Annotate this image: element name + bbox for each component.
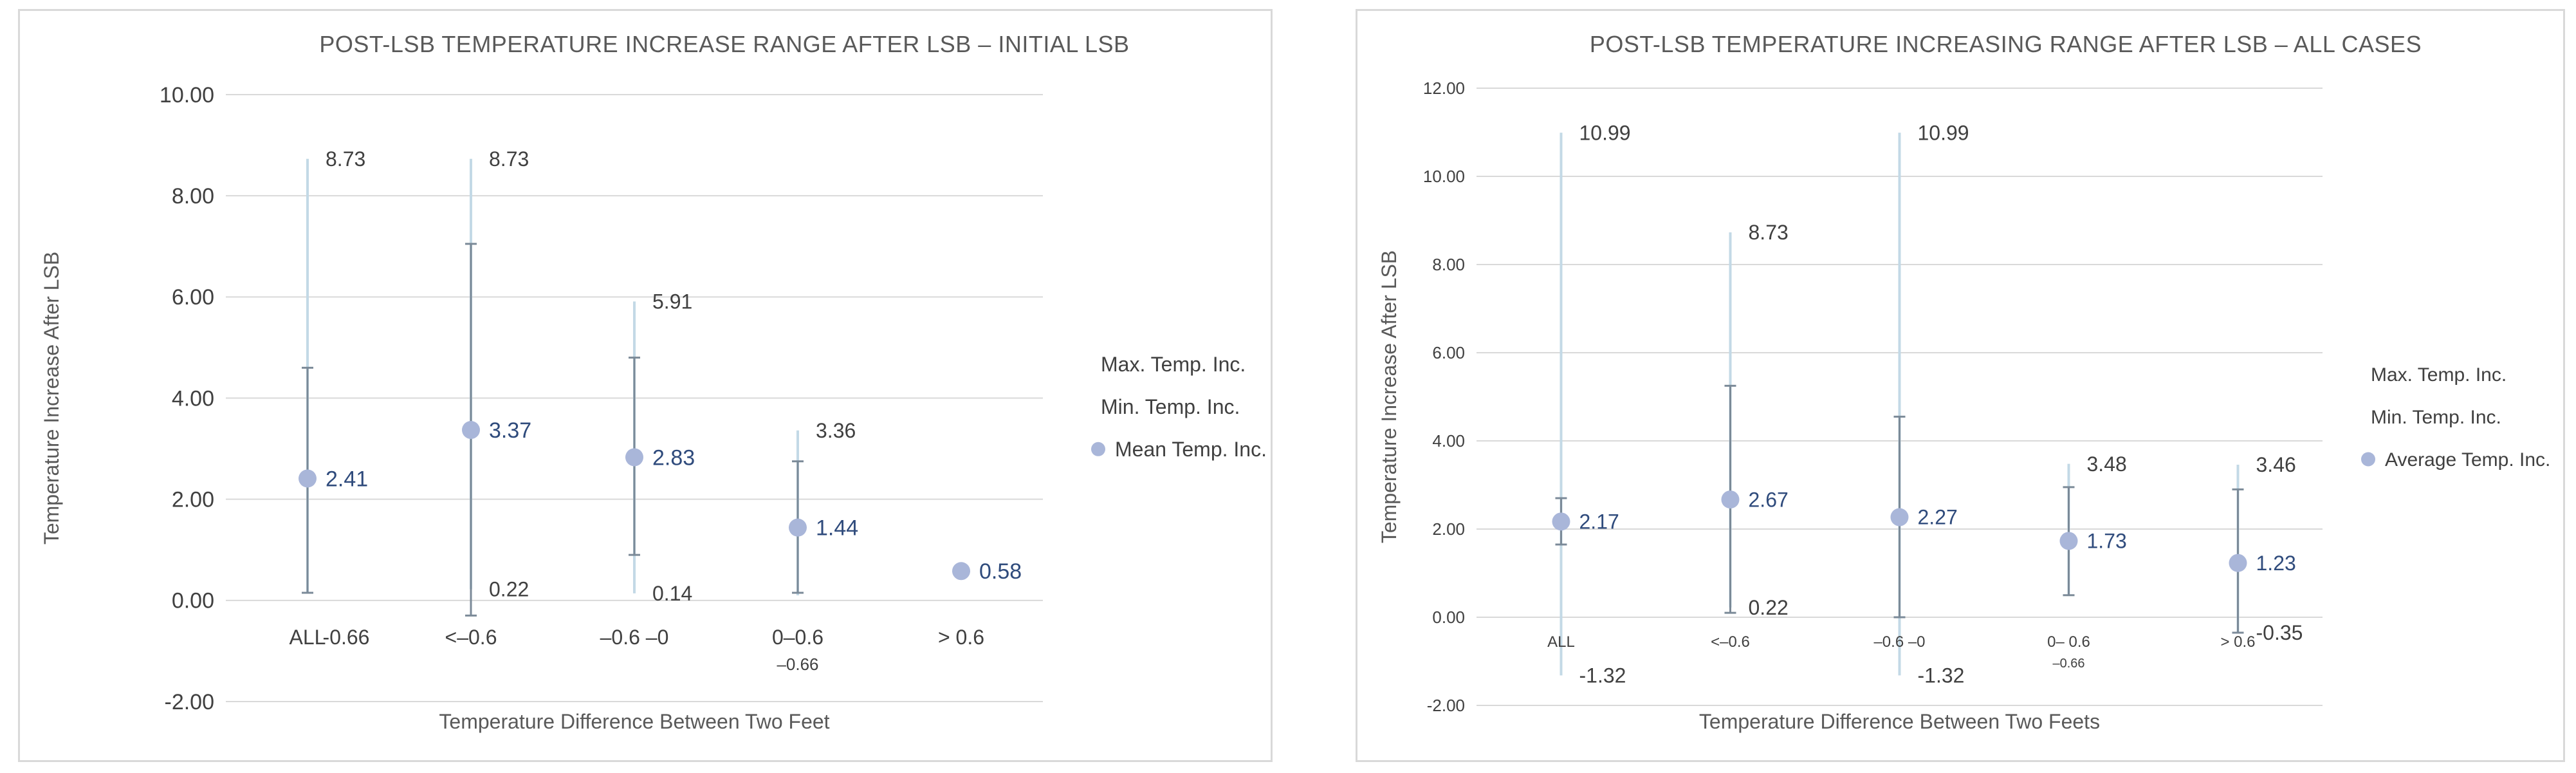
x-category-label: –0.6 –0 — [600, 626, 669, 649]
y-tick-label: 0.00 — [1432, 608, 1465, 627]
mean-point — [462, 421, 480, 440]
mean-point — [2229, 554, 2247, 572]
y-tick-label: 6.00 — [1432, 343, 1465, 362]
mean-point — [2059, 532, 2078, 550]
mean-label: 2.17 — [1579, 510, 1619, 534]
y-tick-label: 8.00 — [172, 184, 214, 209]
min-label: 0.22 — [1749, 596, 1789, 619]
max-label: 3.46 — [2256, 453, 2296, 476]
y-tick-label: 2.00 — [1432, 519, 1465, 539]
y-tick-label: 4.00 — [172, 386, 214, 411]
x-category-note: –0.66 — [2052, 657, 2084, 671]
y-tick-label: -2.00 — [1427, 696, 1465, 715]
mean-label: 1.44 — [816, 516, 858, 541]
y-tick-label: -2.00 — [165, 690, 215, 714]
chart-panel-initial-lsb: POST-LSB TEMPERATURE INCREASE RANGE AFTE… — [18, 9, 1273, 762]
chart-title: POST-LSB TEMPERATURE INCREASING RANGE AF… — [1590, 31, 2422, 57]
x-axis-title: Temperature Difference Between Two Feets — [1699, 710, 2100, 733]
mean-label: 3.37 — [489, 418, 531, 443]
legend-mean-marker — [2361, 452, 2375, 467]
mean-label: 1.23 — [2256, 552, 2296, 575]
chart-initial-lsb: POST-LSB TEMPERATURE INCREASE RANGE AFTE… — [40, 31, 1267, 733]
mean-label: 2.27 — [1918, 506, 1958, 529]
x-axis-title: Temperature Difference Between Two Feet — [439, 710, 829, 733]
max-label: 8.73 — [326, 147, 365, 171]
legend-max: Max. Temp. Inc. — [2371, 364, 2507, 386]
legend-mean: Average Temp. Inc. — [2385, 449, 2550, 470]
y-axis-title: Temperature Increase After LSB — [1377, 250, 1401, 543]
mean-point — [625, 448, 643, 467]
y-tick-label: 8.00 — [1432, 255, 1465, 274]
y-tick-label: 10.00 — [160, 83, 214, 107]
y-tick-label: 12.00 — [1423, 79, 1465, 98]
x-category-label: 0–0.6 — [772, 626, 823, 649]
mean-label: 1.73 — [2087, 530, 2127, 553]
mean-point — [952, 562, 970, 581]
x-category-label: ALL — [1547, 633, 1575, 651]
mean-label: 2.67 — [1749, 488, 1789, 511]
min-label: -0.35 — [2256, 621, 2303, 644]
mean-point — [1552, 512, 1570, 531]
x-category-label: ALL — [290, 626, 326, 649]
mean-point — [1890, 508, 1909, 526]
y-axis-title: Temperature Increase After LSB — [40, 252, 63, 545]
x-category-label: > 0.6 — [938, 626, 984, 649]
max-label: 8.73 — [1749, 221, 1789, 244]
max-label: 5.91 — [652, 290, 692, 313]
mean-label: 2.83 — [652, 445, 695, 470]
x-category-note: –0.66 — [777, 655, 818, 674]
max-label: 3.36 — [816, 419, 856, 442]
legend-min: Min. Temp. Inc. — [2371, 407, 2501, 428]
legend-mean-marker — [1091, 442, 1105, 456]
x-category-label: <–0.6 — [445, 626, 497, 649]
y-tick-label: 10.00 — [1423, 167, 1465, 186]
y-tick-label: 0.00 — [172, 589, 214, 613]
mean-point — [1721, 490, 1740, 509]
x-category-label: –0.6 –0 — [1873, 633, 1925, 651]
mean-point — [299, 469, 317, 488]
min-label: -1.32 — [1918, 664, 1965, 687]
x-category-label: <–0.6 — [1711, 633, 1750, 651]
y-tick-label: 2.00 — [172, 488, 214, 512]
x-category-label: > 0.6 — [2220, 633, 2255, 651]
min-label: 0.14 — [652, 582, 692, 605]
min-label: -1.32 — [1579, 664, 1626, 687]
x-category-label: 0– 0.6 — [2047, 633, 2090, 651]
legend-mean: Mean Temp. Inc. — [1115, 438, 1267, 461]
chart-title: POST-LSB TEMPERATURE INCREASE RANGE AFTE… — [319, 31, 1129, 57]
y-tick-label: 6.00 — [172, 285, 214, 310]
max-label: 10.99 — [1579, 121, 1631, 144]
x-category-note: -0.66 — [323, 626, 370, 649]
max-label: 10.99 — [1918, 121, 1969, 144]
mean-label: 2.41 — [326, 467, 368, 491]
max-label: 3.48 — [2087, 452, 2127, 476]
min-label: 0.22 — [489, 578, 529, 601]
mean-label: 0.58 — [979, 559, 1022, 584]
max-label: 8.73 — [489, 147, 529, 171]
chart-panel-all-cases: POST-LSB TEMPERATURE INCREASING RANGE AF… — [1356, 9, 2565, 762]
mean-point — [789, 518, 807, 537]
chart-all-cases: POST-LSB TEMPERATURE INCREASING RANGE AF… — [1377, 31, 2550, 733]
y-tick-label: 4.00 — [1432, 431, 1465, 451]
legend-max: Max. Temp. Inc. — [1101, 353, 1246, 376]
legend-min: Min. Temp. Inc. — [1101, 395, 1240, 418]
